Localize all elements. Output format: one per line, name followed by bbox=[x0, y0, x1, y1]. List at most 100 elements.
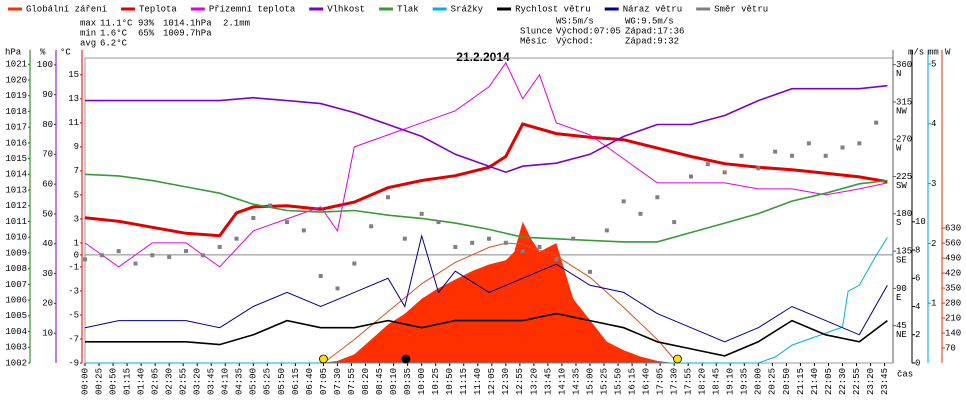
x-tick-label: 20:50 bbox=[782, 368, 792, 395]
compass-label: NE bbox=[896, 330, 907, 340]
x-tick-label: 02:55 bbox=[179, 368, 189, 395]
legend-label: Náraz větru bbox=[623, 4, 682, 14]
x-tick-label: 00:00 bbox=[80, 368, 90, 395]
y-tick-label: 5 bbox=[931, 59, 936, 69]
direction-point bbox=[301, 228, 306, 233]
direction-point bbox=[251, 215, 256, 220]
info-text: WS:5m/s bbox=[556, 16, 594, 26]
x-tick-label: 10:25 bbox=[431, 368, 441, 395]
direction-point bbox=[419, 211, 424, 216]
y-tick-label: 0 bbox=[74, 250, 79, 260]
x-tick-label: 02:30 bbox=[165, 368, 175, 395]
compass-label: SW bbox=[896, 181, 907, 191]
stat-value: 11.1°C bbox=[100, 18, 133, 28]
series-line bbox=[84, 233, 888, 343]
x-tick-label: 09:10 bbox=[389, 368, 399, 395]
series-line bbox=[84, 61, 888, 268]
direction-point bbox=[537, 244, 542, 249]
direction-point bbox=[386, 195, 390, 200]
direction-point bbox=[200, 253, 205, 258]
y-tick-label: 3 bbox=[74, 214, 79, 224]
direction-point bbox=[857, 141, 862, 146]
x-tick-label: 01:15 bbox=[122, 368, 132, 395]
y-tick-label: -9 bbox=[68, 358, 79, 368]
y-tick-label: 1008 bbox=[5, 264, 27, 274]
direction-point bbox=[167, 254, 172, 259]
stat-label: min bbox=[80, 28, 96, 38]
y-tick-label: 1004 bbox=[5, 327, 27, 337]
info-text: Slunce bbox=[520, 26, 552, 36]
x-tick-label: 14:35 bbox=[571, 368, 581, 395]
y-tick-label: 90 bbox=[896, 284, 907, 294]
direction-point bbox=[520, 249, 525, 254]
legend-label: Přízemní teplota bbox=[209, 4, 296, 14]
info-text: Východ: bbox=[556, 36, 594, 46]
y-tick-label: 10 bbox=[915, 217, 926, 227]
direction-point bbox=[352, 261, 357, 266]
direction-point bbox=[453, 244, 458, 249]
x-tick-label: 22:55 bbox=[852, 368, 862, 395]
direction-point bbox=[285, 220, 289, 225]
y-tick-label: 210 bbox=[945, 313, 961, 323]
x-tick-label: 07:05 bbox=[319, 368, 329, 395]
direction-point bbox=[268, 203, 273, 208]
x-tick-label: 05:00 bbox=[249, 368, 259, 395]
legend-label: Globální záření bbox=[26, 4, 107, 14]
x-tick-label: 19:35 bbox=[740, 368, 750, 395]
y-tick-label: 490 bbox=[945, 253, 961, 263]
x-tick-label: 23:20 bbox=[866, 368, 876, 395]
x-tick-label: 01:40 bbox=[136, 368, 146, 395]
info-text: Západ: bbox=[625, 36, 657, 46]
info-text: 9:32 bbox=[657, 36, 679, 46]
x-tick-label: 08:45 bbox=[375, 368, 385, 395]
axis-unit: mm bbox=[928, 47, 939, 57]
y-tick-label: 1017 bbox=[5, 123, 27, 133]
direction-point bbox=[672, 220, 677, 225]
y-tick-label: 13 bbox=[68, 94, 79, 104]
y-tick-label: 1009 bbox=[5, 248, 27, 258]
x-tick-label: 12:05 bbox=[487, 368, 497, 395]
y-tick-label: 7 bbox=[74, 166, 79, 176]
x-tick-label: 10:50 bbox=[445, 368, 455, 395]
direction-point bbox=[588, 269, 592, 274]
direction-point bbox=[234, 236, 239, 241]
info-text: Východ: bbox=[556, 26, 594, 36]
direction-point bbox=[874, 120, 879, 125]
direction-point bbox=[184, 249, 188, 254]
legend-label: Rychlost větru bbox=[515, 4, 591, 14]
y-tick-label: 1020 bbox=[5, 75, 27, 85]
direction-point bbox=[335, 286, 340, 291]
x-tick-label: 22:30 bbox=[838, 368, 848, 395]
y-tick-label: 40 bbox=[42, 239, 53, 249]
x-tick-label: 14:10 bbox=[557, 368, 567, 395]
y-tick-label: 8 bbox=[915, 245, 920, 255]
y-tick-label: 2 bbox=[931, 239, 936, 249]
x-tick-label: 06:40 bbox=[305, 368, 315, 395]
x-axis-label: čas bbox=[897, 369, 913, 379]
y-tick-label: 5 bbox=[74, 190, 79, 200]
direction-point bbox=[739, 153, 744, 158]
y-tick-label: 10 bbox=[42, 329, 53, 339]
direction-point bbox=[773, 149, 778, 154]
info-text: WG:9.5m/s bbox=[625, 16, 674, 26]
y-tick-label: 225 bbox=[896, 172, 912, 182]
x-tick-label: 18:45 bbox=[712, 368, 722, 395]
x-tick-label: 20:25 bbox=[768, 368, 778, 395]
stat-value: 65% bbox=[138, 28, 155, 38]
direction-point bbox=[150, 253, 155, 258]
direction-point bbox=[83, 257, 87, 262]
direction-point bbox=[840, 145, 845, 150]
x-tick-label: 23:45 bbox=[880, 368, 890, 395]
x-tick-label: 08:20 bbox=[361, 368, 371, 395]
direction-point bbox=[823, 153, 828, 158]
sun-moon-marker bbox=[319, 354, 328, 364]
y-tick-label: 1018 bbox=[5, 107, 27, 117]
compass-label: S bbox=[896, 218, 901, 228]
y-tick-label: 2 bbox=[915, 330, 920, 340]
axis-unit: % bbox=[40, 47, 46, 57]
stat-label: max bbox=[80, 18, 96, 28]
y-tick-label: 30 bbox=[42, 269, 53, 279]
y-tick-label: 560 bbox=[945, 239, 961, 249]
x-tick-label: 13:45 bbox=[543, 368, 553, 395]
direction-point bbox=[756, 166, 761, 171]
